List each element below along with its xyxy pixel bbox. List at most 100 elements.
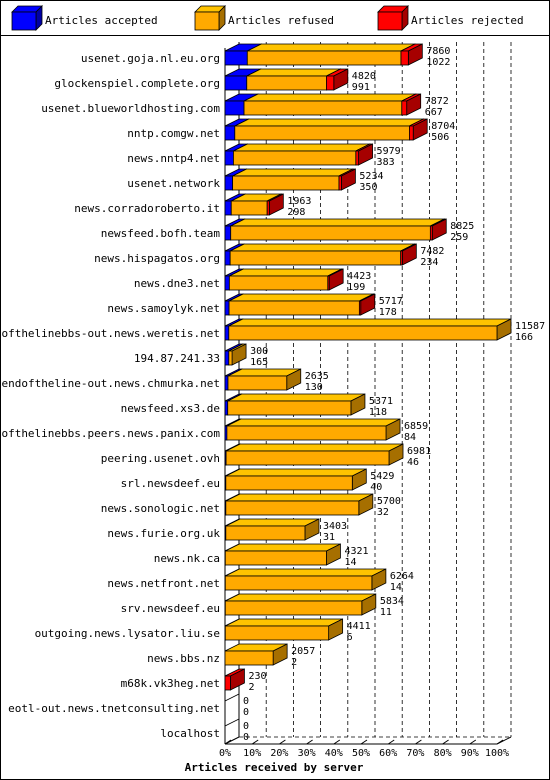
row-label: nntp.comgw.net: [127, 127, 220, 140]
row-rejected-value: 2: [248, 682, 254, 693]
x-tick-mark: [469, 739, 477, 745]
bar-rejected: [409, 118, 428, 141]
bar-refused: [224, 568, 387, 591]
bar-refused-top: [225, 493, 374, 502]
bar-refused-top: [229, 243, 415, 252]
row-label: endoftheline-out.news.chmurka.net: [1, 377, 220, 390]
row-rejected-value: 0: [243, 732, 249, 743]
row-total-value: 5717: [379, 296, 403, 307]
row-label: news.netfront.net: [107, 577, 220, 590]
bar-zero-marker: [224, 693, 240, 702]
row-rejected-value: 178: [379, 307, 397, 318]
row-label: news.nntp4.net: [127, 152, 220, 165]
row-rejected-value: 298: [287, 207, 305, 218]
legend: Articles accepted Articles refused Article…: [0, 0, 550, 36]
legend-item-refused: Articles refused: [194, 5, 334, 31]
bar-refused: [228, 293, 374, 316]
bar-rejected: [400, 243, 417, 266]
bar-accepted-front: [224, 125, 236, 141]
row-label: localhost: [160, 727, 220, 740]
bar-accepted-front: [224, 275, 230, 291]
x-tick-label: 80%: [434, 748, 452, 759]
bar-refused: [228, 268, 343, 291]
bar-refused-front: [230, 200, 268, 216]
row-label: eotl-out.news.tnetconsulting.net: [8, 702, 220, 715]
legend-frame: [0, 0, 550, 36]
row-rejected-value: 165: [250, 357, 268, 368]
row-label: newsfeed.xs3.de: [121, 402, 220, 415]
bar-refused-top: [225, 568, 387, 577]
row-total-value: 300: [250, 346, 268, 357]
row-total-value: 1963: [287, 196, 311, 207]
row-total-value: 6981: [407, 446, 431, 457]
bar-refused-front: [230, 225, 431, 241]
x-axis-title: Articles received by server: [185, 761, 364, 774]
row-rejected-value: 14: [344, 557, 356, 568]
row-total-value: 7872: [425, 96, 449, 107]
bar-refused: [226, 418, 401, 441]
bar-refused: [229, 243, 416, 266]
bar-refused-top: [225, 468, 367, 477]
row-label: outgoing.news.lysator.liu.se: [35, 627, 220, 640]
bar-accepted-front: [224, 400, 229, 416]
bar-refused: [225, 493, 374, 516]
bar-zero-marker: [224, 718, 240, 727]
row-rejected-value: 130: [305, 382, 323, 393]
row-total-value: 6859: [404, 421, 428, 432]
row-label: news.corradoroberto.it: [74, 202, 220, 215]
row-rejected-value: 118: [369, 407, 387, 418]
bar-accepted-front: [224, 300, 230, 316]
x-tick-mark: [415, 739, 422, 745]
bar-refused-front: [224, 600, 363, 616]
bar-refused-top: [234, 118, 424, 127]
bar-rejected-front: [358, 300, 362, 316]
bar-rejected-front: [355, 150, 359, 166]
bar-refused-top: [246, 68, 341, 77]
bar-refused-front: [228, 350, 233, 366]
bar-refused-front: [229, 250, 402, 266]
row-26: eotl-out.news.tnetconsulting.net 00: [8, 693, 249, 718]
row-rejected-value: 46: [407, 457, 419, 468]
bar-refused-front: [228, 325, 498, 341]
bar-rejected-front: [429, 225, 433, 241]
row-rejected-value: 2: [291, 657, 297, 668]
row-rejected-value: 259: [450, 232, 468, 243]
bar-refused: [225, 443, 404, 466]
bar-refused-top: [225, 518, 320, 527]
row-total-value: 5429: [370, 471, 394, 482]
bar-refused-front: [225, 450, 390, 466]
bar-rejected-front: [266, 200, 270, 216]
x-tick-mark: [306, 739, 313, 745]
row-total-value: 6264: [390, 571, 414, 582]
row-15: endofthelinebbs.peers.news.panix.com 6859…: [0, 418, 428, 443]
row-rejected-value: 6: [347, 632, 353, 643]
bar-rejected-front: [409, 125, 414, 141]
bar-refused-top: [227, 393, 366, 402]
x-tick-label: 40%: [325, 748, 343, 759]
x-tick-label: 90%: [461, 748, 479, 759]
bar-refused-top: [225, 543, 341, 552]
row-rejected-value: 234: [420, 257, 438, 268]
row-rejected-value: 506: [431, 132, 449, 143]
row-rejected-value: 40: [370, 482, 382, 493]
bar-refused-front: [243, 100, 403, 116]
bar-refused-front: [228, 300, 360, 316]
row-total-value: 4411: [347, 621, 371, 632]
row-rejected-value: 199: [347, 282, 365, 293]
x-tick-mark: [387, 739, 395, 745]
bar-rejected: [327, 268, 344, 291]
bar-rejected-front: [400, 50, 409, 66]
row-label: peering.usenet.ovh: [101, 452, 220, 465]
legend-item-accepted: Articles accepted: [11, 5, 158, 31]
row-total-value: 5234: [359, 171, 383, 182]
bar-refused-front: [224, 625, 330, 641]
bar-rejected-front: [327, 275, 330, 291]
x-tick-label: 100%: [485, 748, 509, 759]
bar-refused-top: [225, 443, 404, 452]
x-tick-label: 0%: [219, 748, 231, 759]
